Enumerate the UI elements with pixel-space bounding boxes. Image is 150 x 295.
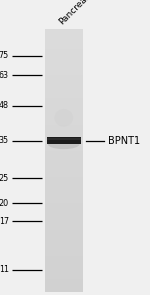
Bar (45, 220, 82, 223)
Bar (45, 177, 82, 181)
Bar (45, 158, 82, 161)
Bar (45, 171, 82, 174)
Bar (45, 135, 82, 138)
Bar (45, 33, 82, 36)
Bar (45, 233, 82, 236)
Bar (45, 151, 82, 154)
Bar (45, 95, 82, 99)
Bar (45, 72, 82, 76)
Bar (45, 79, 82, 82)
Bar (45, 240, 82, 243)
Bar (45, 282, 82, 286)
Bar (45, 128, 82, 131)
Bar (45, 289, 82, 292)
Bar (45, 92, 82, 95)
Bar (45, 236, 82, 240)
Bar (46, 137, 81, 144)
Bar (45, 204, 82, 207)
Bar (45, 200, 82, 204)
Bar (45, 190, 82, 194)
Bar (45, 217, 82, 220)
Bar (45, 249, 82, 253)
Ellipse shape (48, 139, 80, 149)
Bar (45, 256, 82, 259)
Bar (45, 279, 82, 282)
Bar (45, 223, 82, 227)
Bar (45, 82, 82, 85)
Bar (45, 154, 82, 158)
Bar (45, 243, 82, 246)
Bar (45, 53, 82, 56)
Bar (45, 276, 82, 279)
Text: 48: 48 (0, 101, 9, 110)
Bar (45, 227, 82, 230)
Bar (45, 118, 82, 122)
Bar (45, 269, 82, 272)
Text: Pancreas: Pancreas (57, 0, 92, 27)
Bar (45, 266, 82, 269)
Bar (45, 194, 82, 197)
Bar (45, 69, 82, 72)
Text: 25: 25 (0, 174, 9, 183)
Bar (45, 246, 82, 249)
Bar (45, 36, 82, 39)
Bar (45, 259, 82, 263)
Bar (45, 164, 82, 167)
Bar (45, 131, 82, 135)
Bar (45, 148, 82, 151)
Bar (45, 99, 82, 102)
Bar (45, 112, 82, 115)
Text: 75: 75 (0, 51, 9, 60)
Bar (45, 263, 82, 266)
Bar (45, 76, 82, 79)
Bar (45, 286, 82, 289)
Bar (45, 105, 82, 108)
Bar (45, 85, 82, 88)
Bar (45, 30, 82, 33)
Bar (45, 115, 82, 118)
Bar (45, 102, 82, 105)
Bar (45, 141, 82, 144)
Text: 11: 11 (0, 265, 9, 274)
Bar (45, 230, 82, 233)
Bar (45, 174, 82, 177)
Bar (45, 197, 82, 200)
Bar (45, 161, 82, 164)
Bar (45, 43, 82, 46)
Bar (45, 108, 82, 112)
Bar (45, 167, 82, 171)
Bar (45, 39, 82, 43)
Text: 20: 20 (0, 199, 9, 208)
Bar (45, 272, 82, 276)
Bar (45, 49, 82, 53)
Text: 35: 35 (0, 136, 9, 145)
Text: BPNT1: BPNT1 (108, 136, 140, 146)
Bar (45, 187, 82, 190)
Text: 17: 17 (0, 217, 9, 226)
Bar (45, 62, 82, 65)
Text: 63: 63 (0, 71, 9, 80)
Bar (45, 30, 82, 292)
Bar (45, 210, 82, 213)
Bar (45, 56, 82, 59)
Ellipse shape (54, 109, 73, 127)
Bar (45, 181, 82, 184)
Bar (45, 213, 82, 217)
Bar (45, 65, 82, 69)
Bar (45, 207, 82, 210)
Bar (45, 144, 82, 148)
Bar (45, 46, 82, 49)
Bar (45, 184, 82, 187)
Bar (45, 138, 82, 141)
Bar (45, 122, 82, 125)
Bar (45, 253, 82, 256)
Bar (45, 59, 82, 62)
Bar (46, 138, 81, 140)
Bar (45, 88, 82, 92)
Bar (45, 125, 82, 128)
